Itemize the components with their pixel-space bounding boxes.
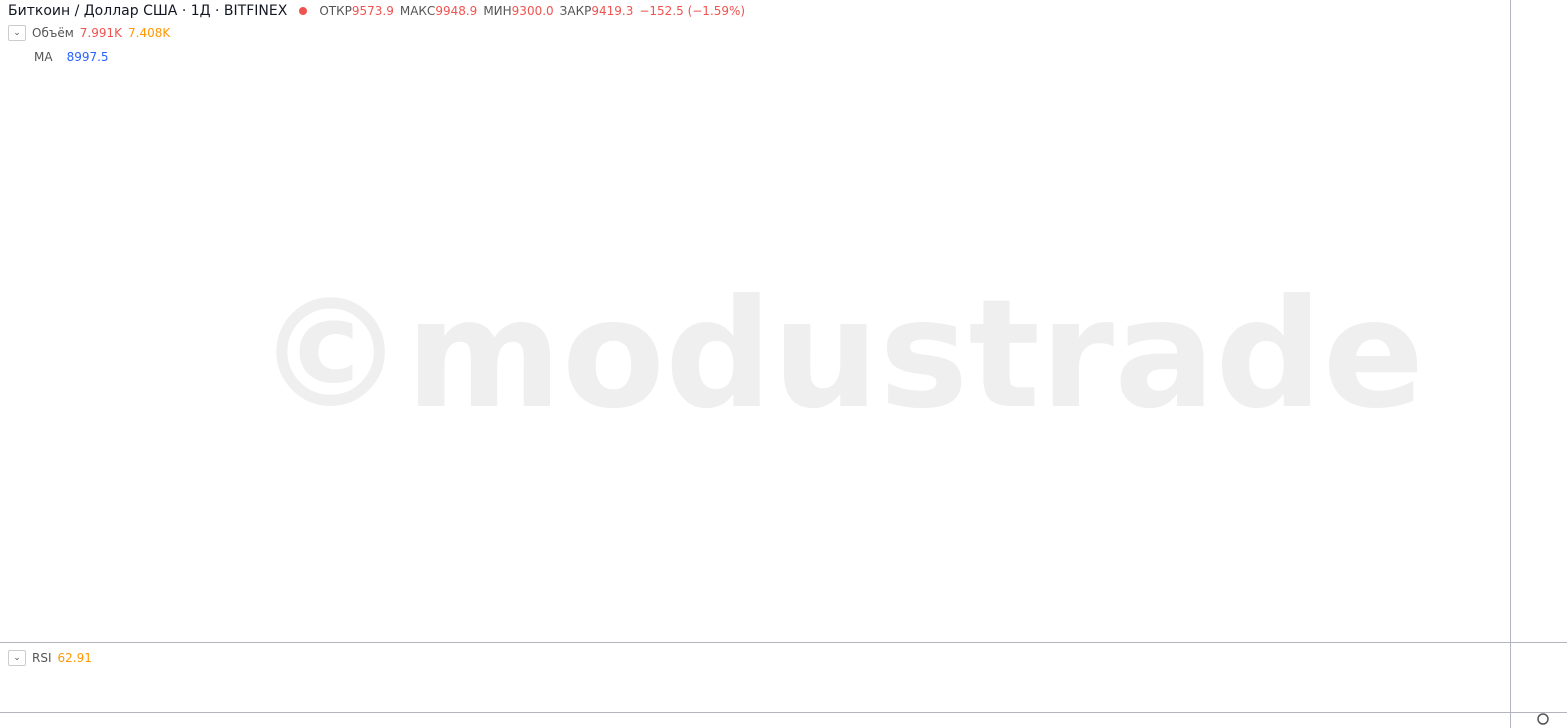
change: −152.5 (−1.59%): [639, 4, 746, 18]
volume-ma-value: 7.408K: [128, 26, 171, 40]
legend-volume: ⌄ Объём 7.991K 7.408K: [8, 25, 170, 41]
ohlc-name: МИН: [483, 4, 512, 18]
collapse-button[interactable]: ⌄: [8, 650, 26, 666]
status-dot: [299, 7, 308, 15]
legend-main: Биткоин / Доллар США · 1Д · BITFINEX ОТК…: [8, 3, 745, 19]
symbol-title: Биткоин / Доллар США · 1Д · BITFINEX: [8, 3, 288, 19]
legend-ma: MA 8997.5: [34, 50, 109, 64]
ohlc-name: ОТКР: [319, 4, 352, 18]
settings-icon[interactable]: [1537, 713, 1549, 725]
ma-value: 8997.5: [66, 50, 109, 64]
ohlc-name: ЗАКР: [559, 4, 592, 18]
ohlc-value: 9300.0: [511, 4, 554, 18]
ohlc-name: МАКС: [399, 4, 436, 18]
rsi-value: 62.91: [57, 651, 92, 665]
ma-name: MA: [34, 50, 53, 64]
rsi-name: RSI: [32, 651, 52, 665]
ohlc-value: 9948.9: [435, 4, 478, 18]
legend-rsi: ⌄ RSI 62.91: [8, 650, 92, 666]
ohlc-value: 9573.9: [351, 4, 394, 18]
collapse-button[interactable]: ⌄: [8, 25, 26, 41]
ohlc-value: 9419.3: [591, 4, 634, 18]
watermark: ©modustrade: [256, 268, 1425, 442]
ohlc: ОТКР 9573.9 МАКС 9948.9 МИН 9300.0 ЗАКР 9419.3: [319, 4, 633, 18]
volume-name: Объём: [32, 26, 74, 40]
volume-value: 7.991K: [79, 26, 122, 40]
